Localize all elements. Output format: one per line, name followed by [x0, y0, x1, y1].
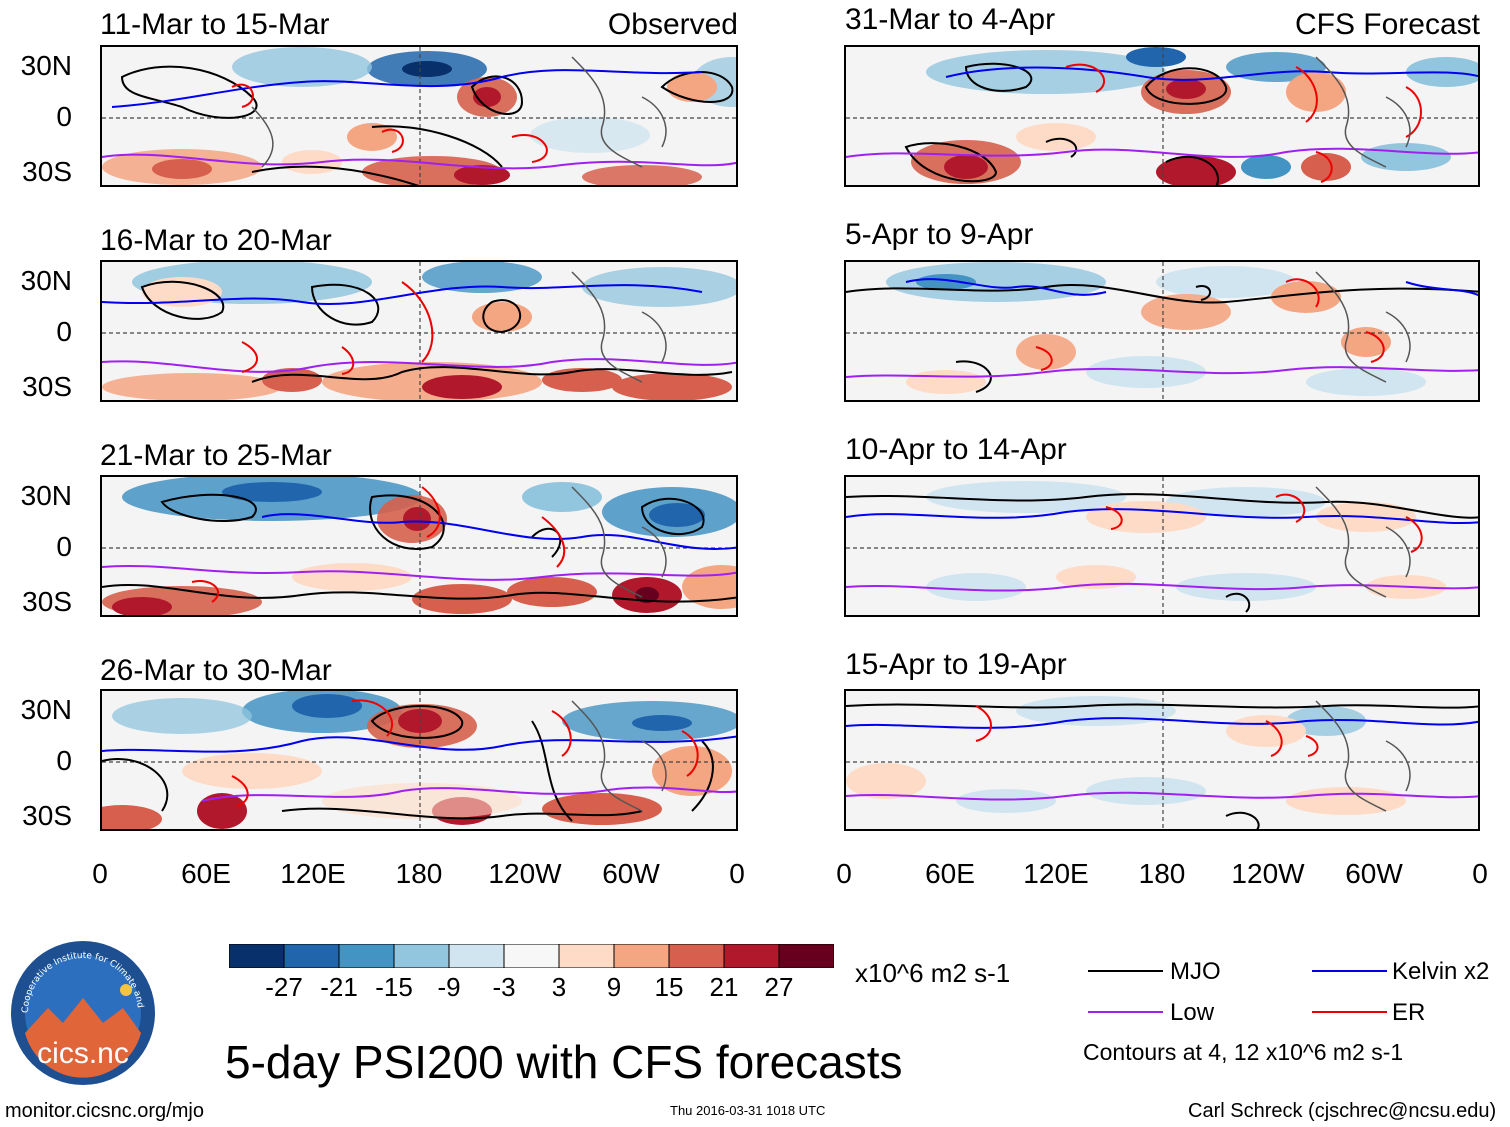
- legend-line-kelvin: [1312, 970, 1387, 972]
- lat-label-30n-3: 30N: [20, 480, 72, 511]
- psi-field-7: [846, 477, 1478, 615]
- colorbar-swatch-5: [448, 943, 505, 969]
- legend-note: Contours at 4, 12 x10^6 m2 s-1: [1083, 1039, 1404, 1065]
- colorbar-swatch-10: [723, 943, 780, 969]
- lat-label-30s-1: 30S: [22, 156, 72, 187]
- forecast-heading: CFS Forecast: [1294, 8, 1480, 41]
- legend-label-mjo: MJO: [1170, 958, 1221, 985]
- observed-heading: Observed: [607, 8, 738, 41]
- lat-label-30n-1: 30N: [20, 50, 72, 81]
- colorbar-label-3: -15: [375, 972, 413, 1002]
- lon-label-left-0: 0: [92, 858, 108, 889]
- panel-title-2: 16-Mar to 20-Mar: [100, 224, 332, 257]
- colorbar-label-7: 9: [606, 972, 622, 1002]
- lat-label-eq-2: 0: [56, 316, 72, 347]
- map-panel-observed-1: [100, 45, 738, 187]
- lat-label-eq-4: 0: [56, 745, 72, 776]
- lon-label-left-60e: 60E: [181, 858, 231, 889]
- panel-title-6: 5-Apr to 9-Apr: [845, 218, 1034, 251]
- map-panel-observed-3: [100, 475, 738, 617]
- colorbar-swatch-1: [228, 943, 285, 969]
- lon-label-right-60e: 60E: [925, 858, 975, 889]
- colorbar-label-2: -21: [320, 972, 358, 1002]
- legend-line-low: [1088, 1011, 1163, 1013]
- lon-label-left-120e: 120E: [280, 858, 346, 889]
- cics-logo: Cooperative Institute for Climate and Sa…: [5, 931, 158, 1088]
- colorbar-swatch-3: [338, 943, 395, 969]
- colorbar-label-6: 3: [551, 972, 567, 1002]
- footer-url: monitor.cicsnc.org/mjo: [5, 1100, 204, 1122]
- lon-label-left-60w: 60W: [602, 858, 660, 889]
- colorbar-label-8: 15: [654, 972, 684, 1002]
- colorbar-swatch-11: [778, 943, 835, 969]
- footer-timestamp: Thu 2016-03-31 1018 UTC: [670, 1103, 826, 1118]
- lon-label-right-0: 0: [836, 858, 852, 889]
- main-title: 5-day PSI200 with CFS forecasts: [225, 1036, 903, 1088]
- colorbar-swatches: [228, 943, 835, 969]
- psi-field-1: [102, 47, 736, 185]
- panel-title-7: 10-Apr to 14-Apr: [845, 433, 1067, 466]
- psi-field-5: [846, 47, 1478, 185]
- lon-label-right-60w: 60W: [1345, 858, 1403, 889]
- map-panel-forecast-2: [844, 260, 1480, 402]
- psi-field-3: [102, 477, 736, 615]
- lat-label-30n-4: 30N: [20, 694, 72, 725]
- colorbar-swatch-6: [503, 943, 560, 969]
- psi-field-6: [846, 262, 1478, 400]
- lat-label-30n-2: 30N: [20, 265, 72, 296]
- psi-field-2: [102, 262, 736, 400]
- lon-label-right-0-end: 0: [1472, 858, 1488, 889]
- legend-line-mjo: [1088, 970, 1163, 972]
- panel-title-3: 21-Mar to 25-Mar: [100, 439, 332, 472]
- panel-title-1: 11-Mar to 15-Mar: [100, 8, 330, 41]
- panel-title-5: 31-Mar to 4-Apr: [845, 3, 1056, 36]
- lat-label-30s-2: 30S: [22, 371, 72, 402]
- colorbar-label-10: 27: [764, 972, 794, 1002]
- colorbar-units: x10^6 m2 s-1: [855, 958, 1011, 988]
- map-panel-observed-2: [100, 260, 738, 402]
- lon-label-right-120w: 120W: [1231, 858, 1305, 889]
- legend-label-er: ER: [1392, 999, 1426, 1026]
- map-panel-forecast-1: [844, 45, 1480, 187]
- colorbar-swatch-8: [613, 943, 670, 969]
- panel-title-4: 26-Mar to 30-Mar: [100, 654, 332, 687]
- logo-emblem: Cooperative Institute for Climate and Sa…: [5, 931, 155, 1085]
- colorbar-label-9: 21: [709, 972, 739, 1002]
- logo-text: cics.nc: [37, 1037, 129, 1070]
- map-panel-forecast-4: [844, 689, 1480, 831]
- psi-field-8: [846, 691, 1478, 829]
- psi-field-4: [102, 691, 736, 829]
- legend-label-kelvin: Kelvin x2: [1392, 958, 1490, 985]
- lon-label-right-180: 180: [1138, 858, 1186, 889]
- map-panel-forecast-3: [844, 475, 1480, 617]
- lat-label-eq-3: 0: [56, 531, 72, 562]
- lon-label-right-120e: 120E: [1023, 858, 1089, 889]
- lat-label-eq-1: 0: [56, 101, 72, 132]
- colorbar-swatch-9: [668, 943, 725, 969]
- map-panel-observed-4: [100, 689, 738, 831]
- colorbar: [228, 943, 835, 969]
- panel-title-8: 15-Apr to 19-Apr: [845, 648, 1067, 681]
- lon-label-left-180: 180: [395, 858, 443, 889]
- colorbar-label-1: -27: [265, 972, 303, 1002]
- lat-label-30s-3: 30S: [22, 586, 72, 617]
- colorbar-swatch-7: [558, 943, 615, 969]
- colorbar-label-4: -9: [437, 972, 461, 1002]
- colorbar-label-5: -3: [492, 972, 516, 1002]
- lon-label-left-120w: 120W: [488, 858, 562, 889]
- colorbar-swatch-2: [283, 943, 340, 969]
- colorbar-swatch-4: [393, 943, 450, 969]
- footer-author: Carl Schreck (cjschrec@ncsu.edu): [1188, 1100, 1497, 1122]
- lon-label-left-0-end: 0: [729, 858, 745, 889]
- lat-label-30s-4: 30S: [22, 800, 72, 831]
- legend-label-low: Low: [1170, 999, 1215, 1026]
- legend-line-er: [1312, 1011, 1387, 1013]
